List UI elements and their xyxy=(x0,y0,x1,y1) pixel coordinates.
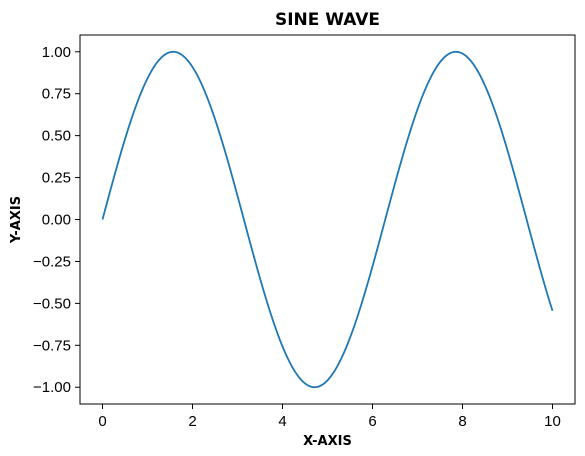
y-tick-label: 0.00 xyxy=(42,212,71,229)
y-tick-label: −0.25 xyxy=(33,253,71,270)
x-tick-label: 0 xyxy=(98,413,106,430)
sine-series-line xyxy=(101,50,554,389)
x-tick-label: 8 xyxy=(458,413,466,430)
x-axis-label: X-AXIS xyxy=(303,434,352,449)
y-tick-label: −0.75 xyxy=(33,337,71,354)
y-tick-label: 0.25 xyxy=(42,170,71,187)
plot-frame xyxy=(79,34,576,405)
chart-title: SINE WAVE xyxy=(275,10,380,30)
y-tick-label: −0.50 xyxy=(33,295,71,312)
x-tick-label: 6 xyxy=(368,413,376,430)
x-tick-label: 4 xyxy=(278,413,286,430)
x-tick-label: 2 xyxy=(188,413,196,430)
y-tick-label: −1.00 xyxy=(33,379,71,396)
y-tick-label: 1.00 xyxy=(42,44,71,61)
x-tick-label: 10 xyxy=(544,413,561,430)
x-axis-ticks: 0 2 4 6 8 10 xyxy=(98,404,561,430)
y-axis-ticks: 1.00 0.75 0.50 0.25 0.00 −0.25 −0.50 −0.75 −1.00 xyxy=(33,44,80,396)
y-axis-label: Y-AXIS xyxy=(9,196,24,244)
plot-background xyxy=(80,35,575,404)
y-tick-label: 0.50 xyxy=(42,128,71,145)
y-tick-label: 0.75 xyxy=(42,86,71,103)
